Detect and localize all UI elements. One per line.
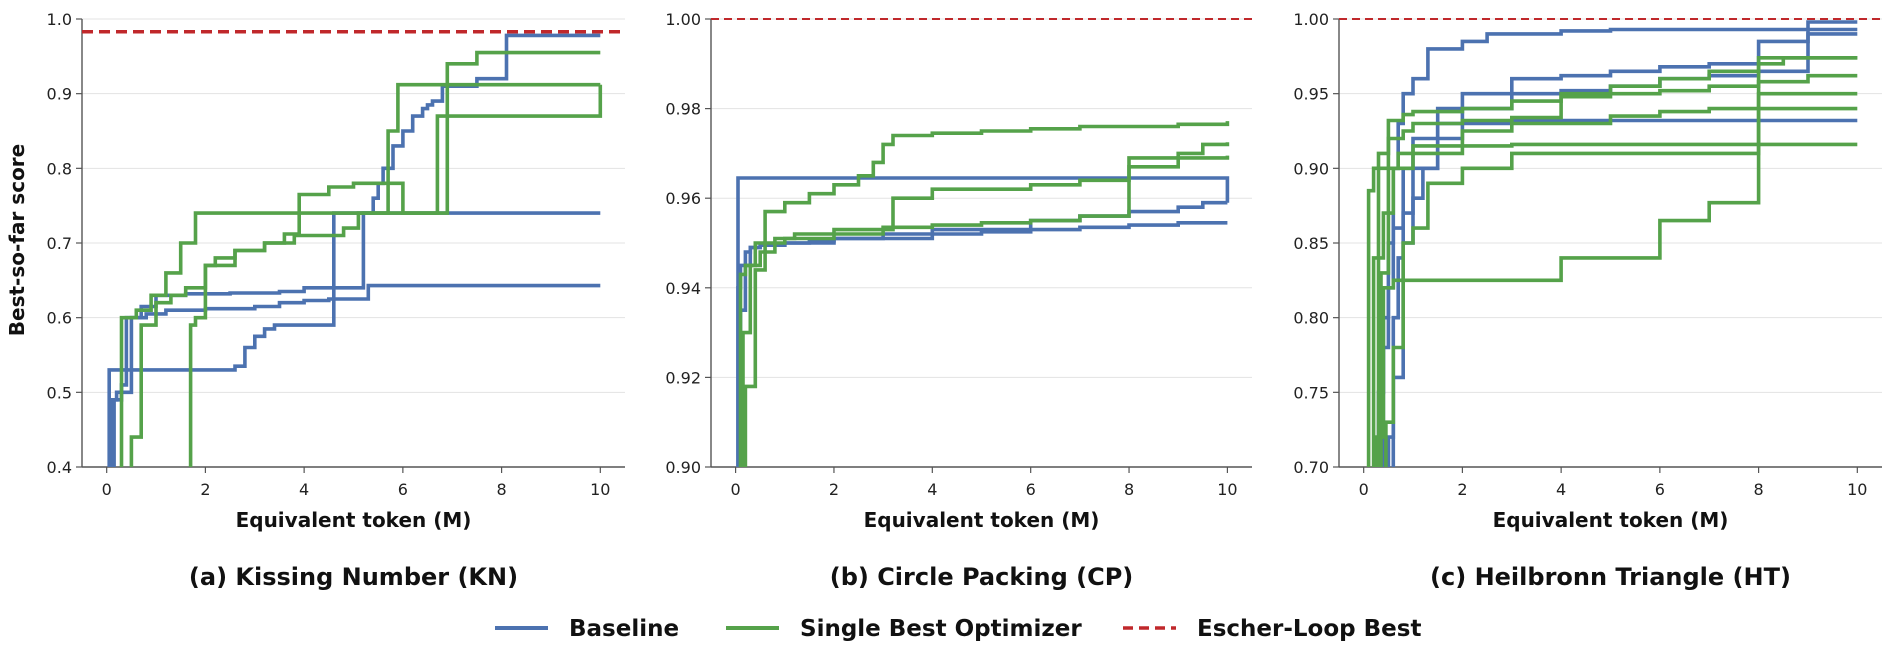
series-line-baseline	[1386, 20, 1858, 467]
x-tick-label: 2	[1457, 480, 1467, 499]
panel-caption: (c) Heilbronn Triangle (HT)	[1430, 563, 1791, 591]
y-tick-label: 1.0	[47, 10, 72, 29]
y-tick-label: 0.96	[665, 189, 701, 208]
y-tick-label: 0.98	[665, 100, 701, 119]
x-tick-label: 2	[829, 480, 839, 499]
y-tick-label: 0.92	[665, 368, 701, 387]
y-tick-label: 0.85	[1293, 234, 1329, 253]
y-tick-label: 0.4	[47, 458, 72, 477]
series-line-baseline	[109, 33, 601, 467]
series-line-single-best-optimizer	[1379, 142, 1858, 467]
series-line-single-best-optimizer	[1366, 56, 1858, 467]
x-tick-label: 4	[299, 480, 309, 499]
x-tick-label: 4	[1556, 480, 1566, 499]
y-tick-label: 0.8	[47, 159, 72, 178]
x-tick-label: 6	[1026, 480, 1036, 499]
series-line-baseline	[107, 211, 601, 467]
x-axis-title: Equivalent token (M)	[236, 508, 472, 532]
x-tick-label: 2	[200, 480, 210, 499]
y-tick-label: 0.9	[47, 85, 72, 104]
panel-kissing-number: 0.4 0.5 0.6 0.7 0.8 0.9 1.0 0 2 4 6 8 10 Equivalent t…	[47, 10, 625, 591]
y-tick-label: 1.00	[665, 10, 701, 29]
panel-caption: (b) Circle Packing (CP)	[830, 563, 1134, 591]
series-line-single-best-optimizer	[1376, 73, 1858, 467]
series-group	[1366, 20, 1858, 467]
series-line-baseline	[736, 221, 1228, 467]
x-tick-label: 0	[102, 480, 112, 499]
legend: Baseline Single Best Optimizer Escher-Lo…	[495, 616, 1421, 642]
y-tick-label: 0.6	[47, 309, 72, 328]
legend-label-single-best-optimizer: Single Best Optimizer	[800, 616, 1082, 642]
series-line-single-best-optimizer	[1371, 106, 1858, 467]
x-axis-title: Equivalent token (M)	[1493, 508, 1729, 532]
x-tick-label: 4	[927, 480, 937, 499]
x-tick-label: 6	[1655, 480, 1665, 499]
series-line-single-best-optimizer	[188, 84, 603, 467]
x-axis-title: Equivalent token (M)	[864, 508, 1100, 532]
x-tick-label: 10	[1847, 480, 1867, 499]
panel-heilbronn-triangle: 0.70 0.75 0.80 0.85 0.90 0.95 1.00 0 2 4 6 8 10 Equiv…	[1293, 10, 1882, 591]
x-tick-label: 8	[1753, 480, 1763, 499]
y-tick-label: 1.00	[1293, 10, 1329, 29]
x-tick-label: 0	[1359, 480, 1369, 499]
y-axis-title: Best-so-far score	[5, 144, 29, 336]
series-group	[107, 33, 603, 467]
y-tick-label: 0.90	[1293, 159, 1329, 178]
panel-caption: (a) Kissing Number (KN)	[189, 563, 518, 591]
y-tick-label: 0.5	[47, 383, 72, 402]
series-group	[736, 121, 1230, 467]
series-line-baseline	[1381, 32, 1858, 467]
panel-circle-packing: 0.90 0.92 0.94 0.96 0.98 1.00 0 2 4 6 8 10 Equivalen…	[665, 10, 1252, 591]
x-tick-label: 8	[496, 480, 506, 499]
series-line-single-best-optimizer	[743, 155, 1230, 467]
x-tick-label: 10	[1217, 480, 1237, 499]
x-tick-label: 6	[398, 480, 408, 499]
y-tick-label: 0.95	[1293, 85, 1329, 104]
y-tick-label: 0.70	[1293, 458, 1329, 477]
y-tick-label: 0.94	[665, 279, 701, 298]
legend-label-baseline: Baseline	[569, 616, 679, 642]
series-line-single-best-optimizer	[738, 121, 1230, 467]
series-line-single-best-optimizer	[119, 82, 601, 467]
y-tick-label: 0.7	[47, 234, 72, 253]
series-line-single-best-optimizer	[1384, 91, 1858, 467]
y-tick-label: 0.90	[665, 458, 701, 477]
x-tick-label: 0	[730, 480, 740, 499]
series-line-baseline	[738, 200, 1228, 467]
y-tick-label: 0.75	[1293, 383, 1329, 402]
series-line-single-best-optimizer	[1374, 56, 1858, 467]
series-line-baseline	[112, 283, 601, 467]
x-tick-label: 8	[1124, 480, 1134, 499]
x-tick-label: 10	[590, 480, 610, 499]
legend-label-escher-loop-best: Escher-Loop Best	[1197, 616, 1421, 642]
y-tick-label: 0.80	[1293, 309, 1329, 328]
